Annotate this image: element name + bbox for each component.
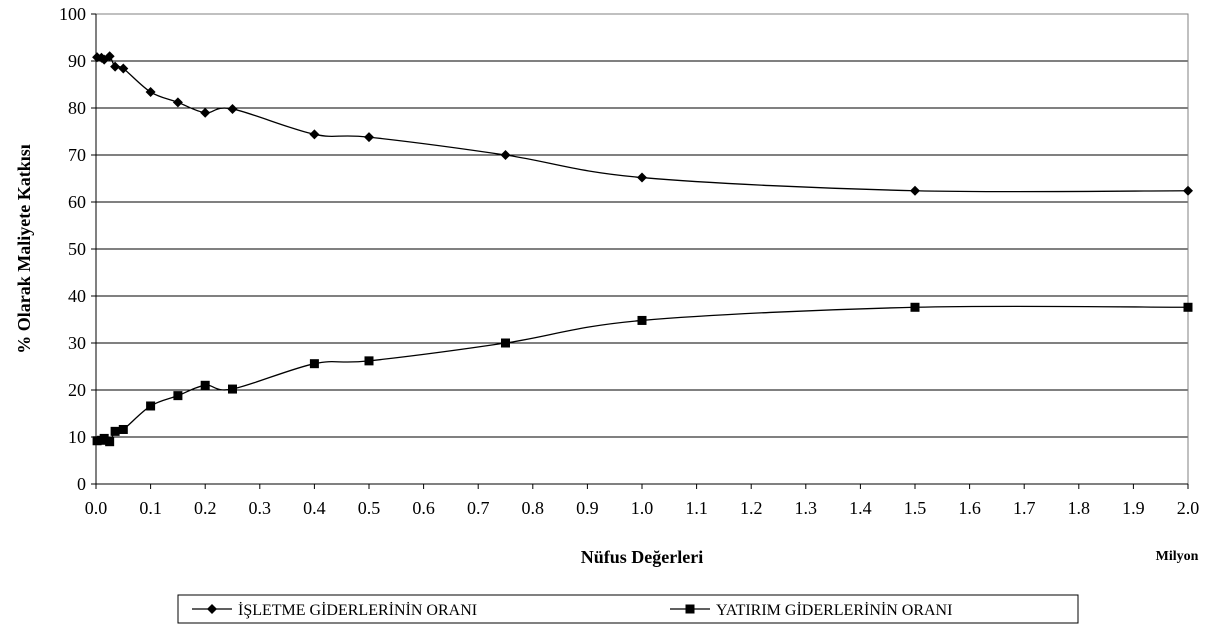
x-tick-label: 0.7	[467, 498, 490, 518]
series-2	[92, 302, 1193, 447]
x-tick-label: 1.5	[904, 498, 927, 518]
x-tick-label: 1.1	[685, 498, 708, 518]
x-tick-label: 1.6	[958, 498, 981, 518]
data-point-diamond	[1183, 185, 1193, 196]
gridlines	[96, 13, 1188, 438]
x-tick-label: 0.0	[85, 498, 108, 518]
data-point-diamond	[118, 63, 129, 74]
data-point-diamond	[227, 103, 238, 114]
x-tick-label: 0.8	[522, 498, 545, 518]
data-point-diamond	[500, 150, 511, 160]
x-tick-label: 0.9	[576, 498, 599, 518]
x-tick-label: 1.4	[849, 498, 872, 518]
data-point-diamond	[110, 61, 121, 72]
data-point-diamond	[910, 185, 920, 196]
data-point-square	[173, 391, 183, 401]
y-tick-label: 100	[59, 4, 86, 24]
data-point-diamond	[145, 87, 156, 98]
axes	[91, 13, 1189, 489]
x-tick-label: 1.0	[631, 498, 654, 518]
legend-marker-square	[685, 604, 695, 614]
series-layer	[92, 51, 1193, 447]
legend-marker-diamond	[207, 604, 217, 614]
x-tick-label: 0.4	[303, 498, 326, 518]
data-point-square	[110, 426, 120, 436]
legend: İŞLETME GİDERLERİNİN ORANI YATIRIM GİDERL…	[177, 594, 1079, 624]
data-point-square	[105, 437, 115, 447]
x-axis-unit: Milyon	[1156, 549, 1199, 564]
x-tick-label: 1.7	[1013, 498, 1036, 518]
y-tick-label: 50	[68, 239, 86, 259]
data-point-diamond	[200, 107, 211, 118]
y-tick-label: 40	[68, 286, 86, 306]
y-tick-label: 60	[68, 192, 86, 212]
x-tick-labels: 0.0 0.1 0.2 0.3 0.4 0.5 0.6 0.7 0.8 0.9 1.0 1.1 1.2 1…	[85, 498, 1200, 518]
legend-box	[177, 594, 1079, 624]
data-point-square	[364, 356, 374, 366]
y-axis-title: % Olarak Maliyete Katkısı	[14, 144, 34, 353]
data-point-diamond	[309, 129, 320, 140]
legend-label: İŞLETME GİDERLERİNİN ORANI	[238, 601, 477, 619]
data-point-square	[910, 302, 920, 312]
data-point-square	[99, 433, 109, 443]
y-tick-label: 20	[68, 380, 86, 400]
x-tick-label: 1.3	[795, 498, 818, 518]
y-tick-label: 90	[68, 51, 86, 71]
y-tick-labels: 0 10 20 30 40 50 60 70 80 90 100	[59, 4, 86, 494]
y-tick-label: 30	[68, 333, 86, 353]
x-tick-label: 0.6	[412, 498, 435, 518]
data-point-diamond	[172, 97, 183, 108]
legend-label: YATIRIM GİDERLERİNİN ORANI	[716, 601, 952, 619]
y-tick-label: 70	[68, 145, 86, 165]
data-point-square	[501, 338, 510, 348]
x-tick-label: 1.9	[1122, 498, 1145, 518]
data-point-square	[228, 384, 237, 394]
data-point-square	[309, 359, 319, 369]
data-point-square	[200, 380, 210, 390]
data-point-diamond	[364, 132, 374, 143]
series-line	[97, 55, 1189, 193]
x-tick-label: 1.2	[740, 498, 763, 518]
data-point-diamond	[637, 172, 647, 183]
series-1	[92, 51, 1193, 196]
x-tick-label: 1.8	[1068, 498, 1091, 518]
data-point-square	[637, 315, 647, 325]
y-tick-label: 80	[68, 98, 86, 118]
y-tick-label: 10	[68, 427, 86, 447]
x-tick-label: 0.2	[194, 498, 217, 518]
x-tick-label: 0.3	[249, 498, 272, 518]
x-axis-title: Nüfus Değerleri	[581, 547, 703, 567]
x-tick-label: 0.5	[358, 498, 381, 518]
data-point-square	[118, 424, 128, 434]
data-point-square	[146, 401, 156, 411]
x-tick-label: 2.0	[1177, 498, 1200, 518]
y-tick-label: 0	[77, 474, 86, 494]
series-line	[97, 305, 1189, 443]
data-point-diamond	[104, 51, 115, 62]
x-tick-label: 0.1	[139, 498, 162, 518]
data-point-square	[1183, 302, 1193, 312]
